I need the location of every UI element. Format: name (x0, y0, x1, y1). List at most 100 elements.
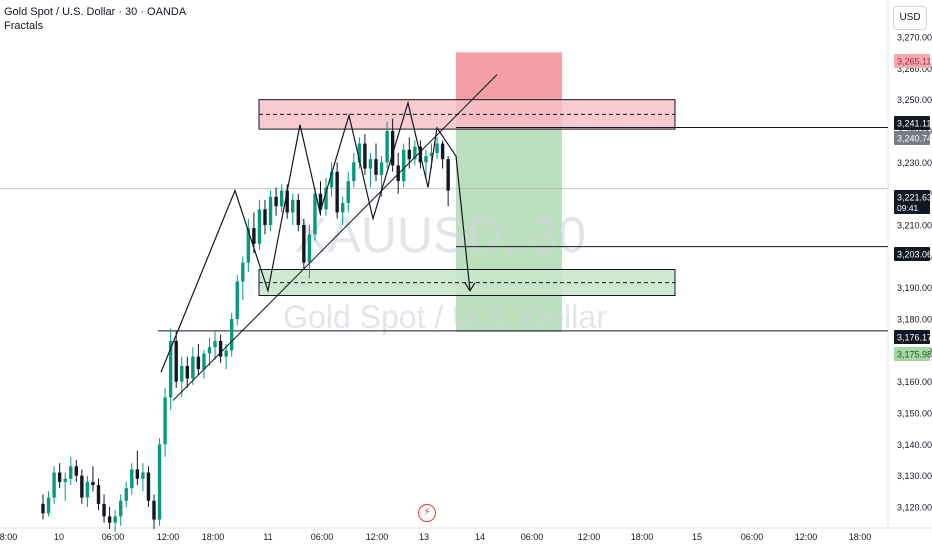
candle-body (207, 347, 212, 354)
candle (224, 344, 228, 370)
candle-body (341, 203, 345, 213)
candle-body (379, 162, 384, 175)
candle-body (257, 209, 262, 244)
y-tick-label: 3,260.000 (897, 64, 932, 74)
candle (185, 356, 189, 388)
candle (41, 494, 45, 520)
candle (191, 347, 195, 385)
symbol-title[interactable]: Gold Spot / U.S. Dollar · 30 · OANDA (4, 6, 187, 18)
candle-body (357, 143, 362, 163)
price-label: 3,203.062 (894, 247, 932, 261)
x-tick-label: 18:00 (0, 532, 17, 542)
y-tick-label: 3,180.000 (897, 315, 932, 325)
countdown-text: 09:41 (897, 203, 919, 213)
candle-body (152, 500, 156, 520)
candle-body (196, 356, 201, 370)
candle (329, 162, 334, 197)
candle (357, 137, 362, 169)
y-tick-label: 3,150.000 (897, 409, 932, 419)
time-axis[interactable]: 18:00 10 06:00 12:00 18:00 11 06:00 12:00 13 14 06… (0, 532, 871, 542)
chart-legend: Gold Spot / U.S. Dollar · 30 · OANDA Fra… (4, 5, 186, 33)
candle (52, 466, 56, 504)
candle-body (174, 340, 178, 382)
candle-body (96, 485, 101, 504)
candle (119, 494, 123, 526)
zigzag-pattern-line (160, 100, 471, 373)
candle-body (302, 225, 306, 263)
candle-body (263, 209, 267, 225)
horizontal-lines (0, 127, 888, 332)
candle-body (85, 481, 90, 498)
candle (107, 507, 112, 529)
price-label: 3,175.986 (894, 347, 932, 361)
x-tick-label: 18:00 (202, 532, 225, 542)
candle (46, 491, 51, 517)
candle (368, 152, 373, 188)
candle (135, 450, 140, 486)
candle (168, 328, 173, 410)
price-label: 3,240.744 (894, 131, 932, 145)
candle-body (213, 340, 217, 348)
candle (424, 149, 428, 178)
candle-body (157, 444, 162, 520)
price-label-text: 3,241.111 (897, 119, 932, 129)
candle (141, 463, 145, 492)
candle (230, 312, 234, 357)
indicator-label[interactable]: Fractals (4, 20, 44, 32)
candle-body (124, 488, 128, 501)
candle-body (335, 171, 339, 213)
price-label-bg (894, 131, 930, 145)
candle-body (163, 397, 167, 445)
candle-body (318, 193, 323, 210)
price-label-bg (894, 330, 930, 344)
y-tick-label: 3,160.000 (897, 377, 932, 387)
candle (335, 162, 339, 219)
candle-body (135, 469, 140, 479)
price-labels: 3,265.111 3,241.111 3,240.744 3,221.63509:4… (894, 54, 932, 361)
candle-body (102, 503, 106, 517)
candle-body (446, 159, 450, 191)
candle (102, 494, 106, 523)
candle-body (313, 193, 317, 235)
candle-body (390, 131, 395, 166)
x-tick-label: 15 (692, 532, 702, 542)
candle-body (363, 143, 367, 169)
currency-button[interactable]: USD (893, 6, 927, 30)
y-tick-label: 3,270.000 (897, 33, 932, 43)
trade-zones (258, 52, 676, 332)
candle-body (141, 472, 145, 479)
candle-body (191, 356, 195, 379)
y-tick-label: 3,130.000 (897, 471, 932, 481)
candle-body (91, 481, 95, 486)
candle-body (435, 143, 439, 153)
candle (196, 344, 201, 376)
ascending-trendline (172, 74, 498, 401)
arrow-head (464, 282, 476, 292)
x-tick-label: 18:00 (849, 532, 872, 542)
pattern-drawings (160, 74, 498, 401)
candle-body (41, 503, 45, 514)
y-tick-label: 3,230.000 (897, 158, 932, 168)
candle (124, 481, 128, 507)
price-label-bg (894, 190, 930, 214)
candle-body (329, 171, 334, 188)
price-label: 3,176.172 (894, 330, 932, 344)
x-tick-label: 06:00 (311, 532, 334, 542)
candle (402, 143, 406, 188)
candle-body (180, 366, 184, 382)
candle-body (324, 187, 328, 210)
candle (207, 337, 212, 366)
candle (363, 134, 367, 175)
candle-body (218, 340, 223, 357)
price-label-bg (894, 347, 930, 361)
candle (96, 478, 101, 511)
candle (85, 475, 90, 507)
candle-body (52, 472, 56, 498)
candle (324, 178, 328, 216)
lightning-icon[interactable]: ⚡ (418, 504, 436, 522)
candle-body (440, 143, 445, 160)
candle-body (46, 497, 51, 514)
price-label: 3,265.111 (894, 54, 932, 68)
candle (163, 387, 167, 457)
